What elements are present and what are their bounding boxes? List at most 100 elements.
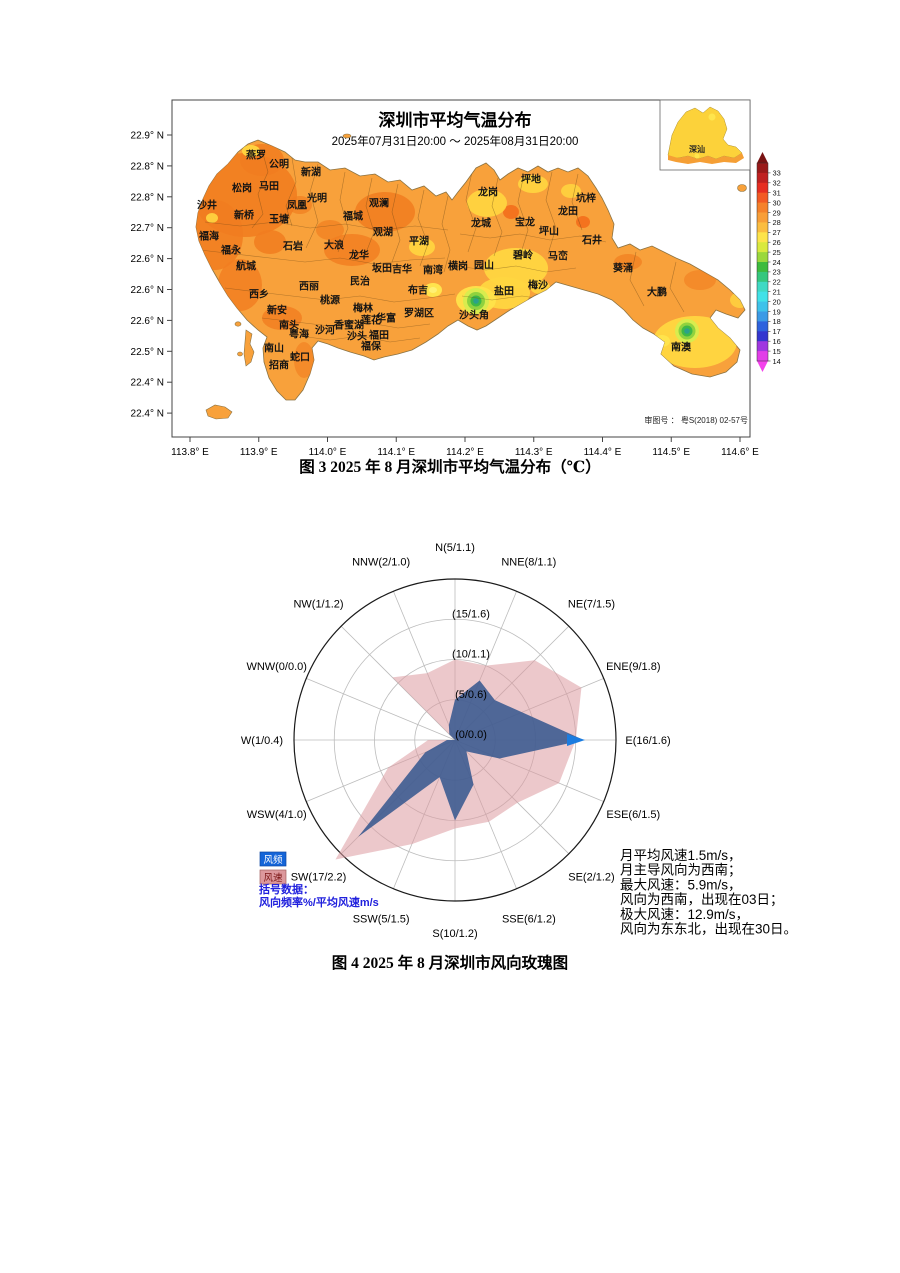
district-label: 观澜 [369,197,389,210]
district-label: 盐田 [494,285,514,298]
direction-label: SSE(6/1.2) [502,913,556,925]
district-label: 福田 [368,329,389,342]
direction-label: WNW(0/0.0) [246,661,307,673]
y-tick-label: 22.8° N [131,161,164,172]
ring-label: (15/1.6) [452,608,490,620]
wind-rose-figure: (0/0.0) (5/0.6) (10/1.1) (15/1.6) N(5/1.1) NN… [241,542,797,940]
direction-label: SSW(5/1.5) [353,913,410,925]
district-label: 沙河 [315,325,335,337]
district-label: 碧岭 [512,249,533,262]
colorbar-tick-label: 22 [773,278,781,287]
district-label: 坪山 [539,225,559,238]
rose-annotation-line: 最大风速：5.9m/s， [620,877,742,892]
district-label: 大鹏 [647,286,667,299]
district-label: 民治 [350,275,370,288]
district-label: 沙头 [347,330,367,343]
district-label: 石井 [581,234,602,247]
district-label: 南头 [279,319,299,332]
legend-freq-label: 风频 [263,854,283,866]
colorbar-tick-label: 16 [773,337,781,346]
colorbar-tick-label: 19 [773,307,781,316]
district-label: 莲花 [361,314,381,327]
district-label: 梅沙 [528,279,548,292]
x-tick-label: 114.2° E [446,447,484,458]
colorbar-tick-label: 17 [773,327,781,336]
district-label: 园山 [474,259,494,272]
map-land [195,133,747,420]
direction-label: SE(2/1.2) [568,871,614,883]
colorbar-tick-label: 26 [773,238,781,247]
legend-speed-label: 风速 [263,873,283,884]
district-label: 南山 [264,342,284,355]
district-label: 新湖 [301,166,321,179]
district-label: 宝龙 [515,216,535,229]
colorbar-tick-label: 30 [773,198,781,207]
x-tick-label: 114.6° E [721,447,759,458]
colorbar-tick-label: 32 [773,179,781,188]
district-label: 福保 [360,340,382,353]
district-label: 坂田 [372,262,392,275]
legend-note-title: 括号数据： [259,882,314,896]
district-label: 松岗 [232,182,252,195]
district-label: 马田 [259,181,279,193]
y-tick-label: 22.6° N [131,316,164,327]
map-review-number: 审图号 ： 粤S(2018) 02-57号 [644,415,748,425]
district-label: 观湖 [373,226,393,239]
colorbar-tick-label: 14 [773,357,781,366]
x-tick-label: 114.0° E [309,447,347,458]
direction-label: SW(17/2.2) [291,871,347,883]
map-subtitle: 2025年07月31日20:00 ～ 2025年08月31日20:00 [332,134,579,148]
figure4-caption: 图 4 2025 年 8 月深圳市风向玫瑰图 [331,955,569,972]
x-tick-label: 113.9° E [240,447,278,458]
rose-annotation-line: 月平均风速1.5m/s， [620,848,742,863]
district-label: 罗湖区 [404,307,434,320]
district-label: 西乡 [249,288,269,301]
wind-frequency-polygon [358,680,584,837]
max-direction-arrow [567,734,585,746]
district-label: 玉塘 [269,213,289,226]
y-tick-label: 22.6° N [131,285,164,296]
district-label: 招商 [269,359,289,372]
direction-label: WSW(4/1.0) [247,809,307,821]
direction-label: NNW(2/1.0) [352,557,410,569]
district-label: 坑梓 [576,192,596,205]
map-title: 深圳市平均气温分布 [379,110,532,130]
y-tick-label: 22.4° N [131,378,164,389]
district-label: 桃源 [320,294,340,307]
colorbar-tick-label: 24 [773,258,781,267]
district-label: 龙华 [348,249,369,262]
district-label: 南湾 [423,264,443,277]
colorbar-tick-label: 28 [773,218,781,227]
district-label: 龙岗 [477,186,498,199]
district-label: 布吉 [408,284,428,297]
district-label: 西丽 [299,281,319,293]
district-label: 新安 [267,304,287,317]
inset-map: 深汕 [659,99,751,171]
ring-label: (5/0.6) [455,689,487,701]
district-label: 粤海 [289,328,309,341]
direction-label: NNE(8/1.1) [501,557,556,569]
colorbar-tick-label: 20 [773,297,781,306]
district-label: 龙田 [557,205,578,218]
district-label: 福海 [198,230,219,243]
x-tick-label: 114.4° E [584,447,622,458]
district-label: 华富 [376,312,396,325]
rose-annotation-line: 风向为西南，出现在03日； [620,892,784,908]
y-tick-label: 22.5° N [131,347,164,358]
y-tick-label: 22.6° N [131,254,164,265]
district-label: 航城 [236,260,256,273]
figure3-caption: 图 3 2025 年 8 月深圳市平均气温分布（℃） [299,459,601,476]
direction-label: N(5/1.1) [435,542,475,554]
rose-annotation-line: 风向为东东北，出现在30日。 [620,922,797,937]
district-label: 沙井 [197,199,217,212]
district-label: 梅林 [353,302,374,315]
district-label: 香蜜湖 [334,319,364,332]
colorbar-tick-label: 21 [773,288,781,297]
district-label: 马峦 [548,250,568,263]
district-label: 燕罗 [246,149,266,162]
colorbar-tick-label: 23 [773,268,781,277]
legend-note-sub: 风向频率%/平均风速m/s [259,895,379,909]
